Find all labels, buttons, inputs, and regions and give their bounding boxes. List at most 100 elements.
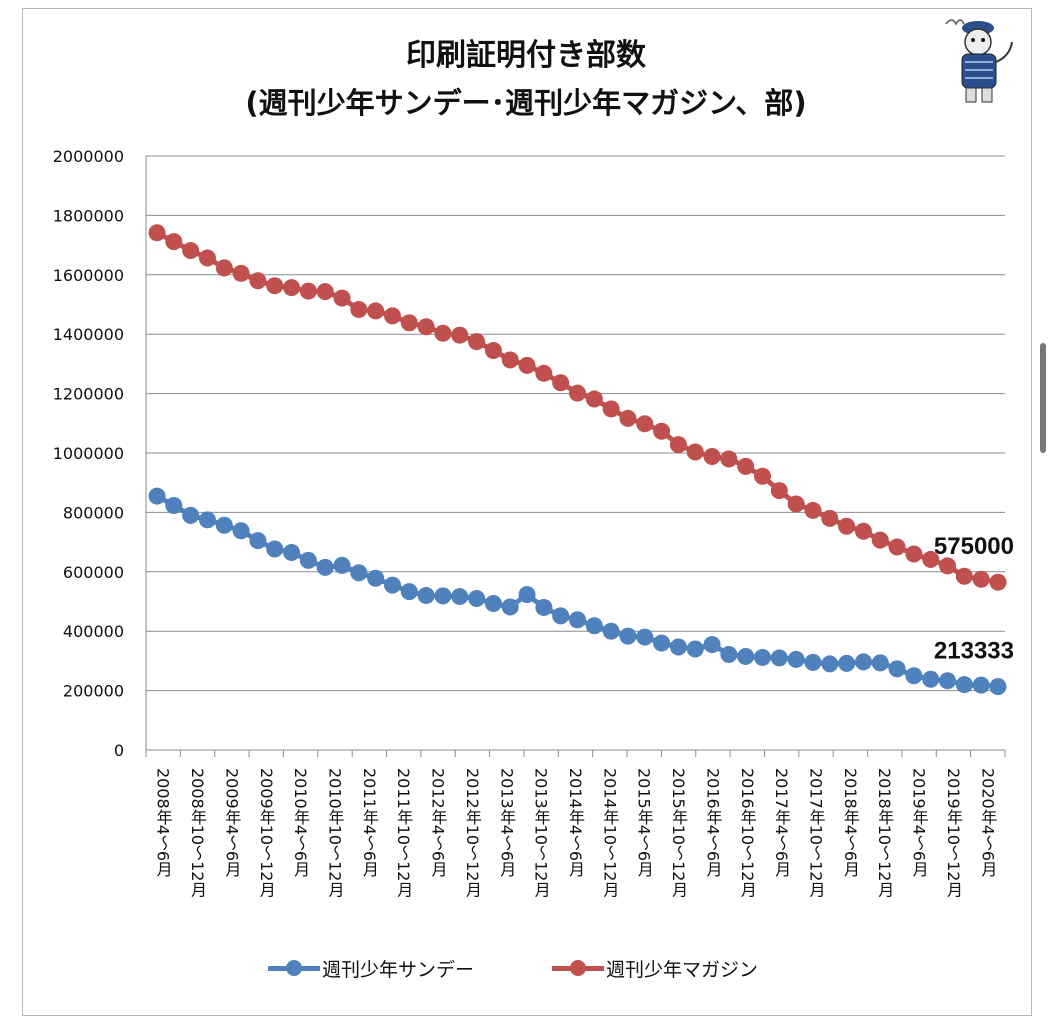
data-point-magazine <box>871 531 889 549</box>
data-point-sunday <box>703 636 721 654</box>
y-tick-label: 0 <box>114 741 124 760</box>
data-point-magazine <box>905 545 923 563</box>
data-point-magazine <box>737 457 755 475</box>
data-point-sunday <box>720 645 738 663</box>
data-point-sunday <box>787 650 805 668</box>
data-point-sunday <box>535 598 553 616</box>
x-tick-label: 2011年4～6月 <box>360 768 379 878</box>
data-point-magazine <box>266 277 284 295</box>
data-point-sunday <box>383 576 401 594</box>
data-point-magazine <box>484 342 502 360</box>
y-tick-label: 1000000 <box>53 444 124 463</box>
x-tick-label: 2009年4～6月 <box>222 768 241 878</box>
data-point-magazine <box>249 272 267 290</box>
data-point-sunday <box>316 558 334 576</box>
data-point-magazine <box>585 390 603 408</box>
data-point-sunday <box>400 583 418 601</box>
data-point-magazine <box>400 314 418 332</box>
data-point-sunday <box>367 569 385 587</box>
x-tick-label: 2016年4～6月 <box>703 768 722 878</box>
data-point-magazine <box>232 264 250 282</box>
legend: 週刊少年サンデー 週刊少年マガジン <box>0 955 1054 995</box>
data-point-sunday <box>754 648 772 666</box>
y-tick-label: 800000 <box>63 503 124 522</box>
data-point-magazine <box>653 422 671 440</box>
data-point-sunday <box>148 487 166 505</box>
data-point-magazine <box>350 300 368 318</box>
data-point-magazine <box>148 224 166 242</box>
data-point-sunday <box>249 532 267 550</box>
data-point-sunday <box>838 654 856 672</box>
data-point-magazine <box>333 289 351 307</box>
data-label: 575000 <box>934 533 1014 560</box>
data-point-magazine <box>468 333 486 351</box>
data-point-sunday <box>198 511 216 529</box>
data-point-sunday <box>434 587 452 605</box>
data-point-magazine <box>821 509 839 527</box>
data-point-magazine <box>619 409 637 427</box>
chart-subtitle: (週刊少年サンデー･週刊少年マガジン、部) <box>245 86 807 120</box>
data-point-magazine <box>854 522 872 540</box>
x-tick-label: 2011年10～12月 <box>394 768 413 899</box>
y-tick-label: 400000 <box>63 622 124 641</box>
data-point-sunday <box>283 543 301 561</box>
x-tick-label: 2017年4～6月 <box>772 768 791 878</box>
data-point-sunday <box>299 551 317 569</box>
data-point-sunday <box>669 638 687 656</box>
data-point-magazine <box>434 324 452 342</box>
data-point-sunday <box>619 627 637 645</box>
y-tick-label: 2000000 <box>53 147 124 166</box>
data-point-magazine <box>972 570 990 588</box>
data-point-sunday <box>552 607 570 625</box>
x-tick-label: 2016年10～12月 <box>738 768 757 899</box>
x-tick-label: 2014年10～12月 <box>600 768 619 899</box>
data-point-sunday <box>770 649 788 667</box>
legend-marker-magazine <box>552 960 604 976</box>
y-tick-label: 1600000 <box>53 266 124 285</box>
data-point-sunday <box>737 647 755 665</box>
data-point-sunday <box>972 676 990 694</box>
x-tick-label: 2009年10～12月 <box>257 768 276 899</box>
data-point-magazine <box>922 550 940 568</box>
legend-marker-sunday <box>268 960 320 976</box>
x-tick-label: 2008年4～6月 <box>154 768 173 878</box>
x-tick-label: 2010年4～6月 <box>291 768 310 878</box>
scrollbar[interactable] <box>1040 343 1046 453</box>
x-tick-label: 2018年4～6月 <box>841 768 860 878</box>
data-point-magazine <box>165 233 183 251</box>
data-point-sunday <box>939 672 957 690</box>
data-point-sunday <box>165 496 183 514</box>
x-tick-label: 2015年4～6月 <box>635 768 654 878</box>
data-point-magazine <box>703 447 721 465</box>
data-point-sunday <box>518 586 536 604</box>
data-point-sunday <box>451 588 469 606</box>
data-point-magazine <box>182 242 200 260</box>
data-point-magazine <box>669 436 687 454</box>
x-tick-label: 2014年4～6月 <box>566 768 585 878</box>
data-point-sunday <box>232 522 250 540</box>
data-point-magazine <box>955 567 973 585</box>
data-point-sunday <box>501 598 519 616</box>
data-point-sunday <box>569 611 586 629</box>
data-point-sunday <box>350 564 368 582</box>
data-point-sunday <box>182 506 200 524</box>
data-point-magazine <box>770 482 788 500</box>
data-point-magazine <box>383 307 401 325</box>
data-point-sunday <box>955 676 973 694</box>
data-point-magazine <box>451 326 469 344</box>
x-tick-label: 2019年10～12月 <box>944 768 963 899</box>
data-point-magazine <box>367 302 385 320</box>
y-tick-label: 1800000 <box>53 206 124 225</box>
y-tick-label: 600000 <box>63 563 124 582</box>
data-point-magazine <box>787 495 805 513</box>
x-tick-label: 2017年10～12月 <box>807 768 826 899</box>
data-point-magazine <box>518 356 536 374</box>
data-point-magazine <box>939 557 957 575</box>
data-point-magazine <box>989 573 1007 591</box>
data-point-magazine <box>838 517 856 535</box>
data-point-sunday <box>821 655 839 673</box>
data-label: 213333 <box>934 638 1014 665</box>
data-point-sunday <box>636 628 654 646</box>
y-tick-label: 200000 <box>63 682 124 701</box>
